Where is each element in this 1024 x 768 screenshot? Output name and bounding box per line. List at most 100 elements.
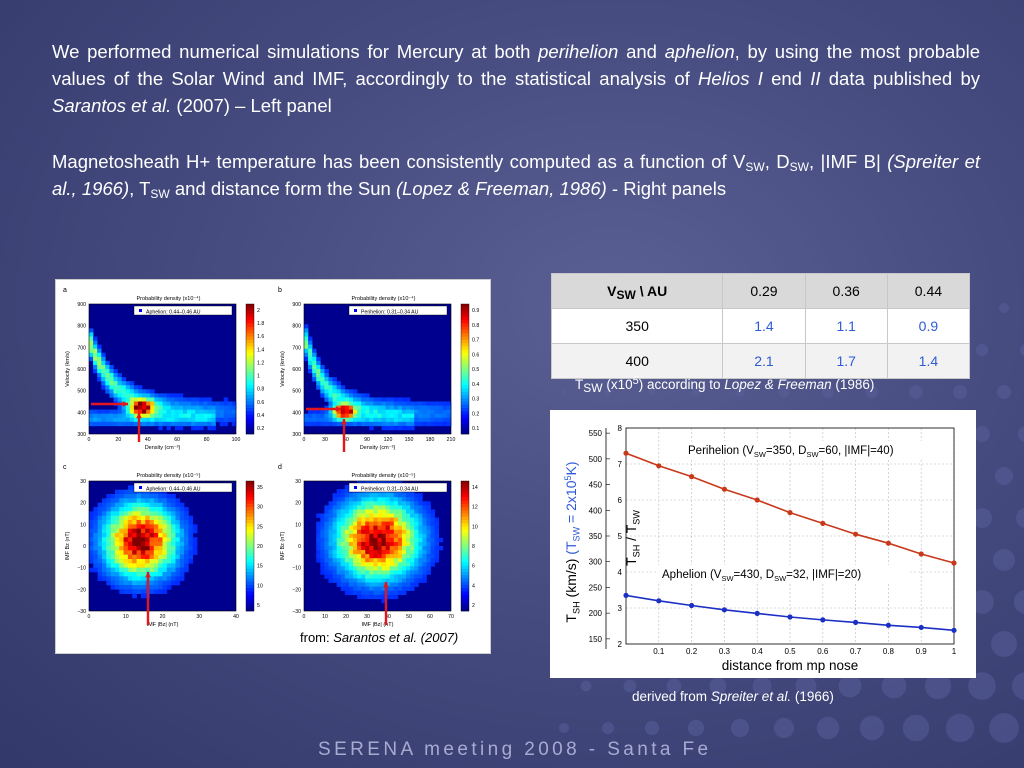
heatmap-cell xyxy=(101,352,106,358)
heatmap-cell xyxy=(106,546,111,551)
heatmap-cell xyxy=(117,421,122,427)
heatmap-cell xyxy=(377,517,382,522)
heatmap-cell xyxy=(389,590,395,596)
heatmap-cell xyxy=(154,417,159,423)
heatmap-cell xyxy=(154,409,159,414)
colorbar-step xyxy=(461,317,469,321)
heatmap-cell xyxy=(136,524,142,529)
heatmap-cell xyxy=(385,541,391,547)
heatmap-cell xyxy=(142,413,147,419)
heatmap-cell xyxy=(136,585,142,590)
heatmap-cell xyxy=(377,550,382,555)
heatmap-cell xyxy=(150,417,155,423)
heatmap-cell xyxy=(373,594,378,600)
heatmap-cell xyxy=(324,509,329,514)
heatmap-cell xyxy=(106,580,111,586)
heatmap-cell xyxy=(324,570,329,575)
colorbar-step xyxy=(246,481,254,485)
heatmap-cell xyxy=(171,576,176,581)
heatmap-cell xyxy=(184,528,189,534)
heatmap-frame xyxy=(303,480,452,612)
heatmap-cell xyxy=(179,546,185,551)
left-y-tick-label: 300 xyxy=(589,558,603,567)
heatmap-cell xyxy=(114,533,120,538)
heatmap-cell xyxy=(369,541,374,547)
heatmap-cell xyxy=(385,533,391,539)
heatmap-cell xyxy=(336,578,342,583)
heatmap-cell xyxy=(365,558,370,563)
heatmap-cell xyxy=(140,567,146,573)
heatmap-cell xyxy=(110,520,116,525)
heatmap-cell xyxy=(328,550,333,555)
colorbar-tick-label: 12 xyxy=(472,505,478,511)
heatmap-cell xyxy=(119,528,124,534)
heatmap-cell xyxy=(438,405,444,410)
heatmap-cell xyxy=(162,515,168,521)
heatmap-cell xyxy=(381,529,386,535)
heatmap-cell xyxy=(184,537,189,542)
heatmap-cell xyxy=(166,502,172,508)
heatmap-cell xyxy=(365,497,370,502)
heatmap-cell xyxy=(430,421,435,427)
heatmap-cell xyxy=(171,520,176,525)
heatmap-cell xyxy=(393,497,399,502)
colorbar-step xyxy=(461,424,469,428)
heatmap-cell xyxy=(332,417,337,423)
heatmap-cell xyxy=(110,494,116,499)
background-dot xyxy=(773,717,795,739)
right-y-tick-label: 4 xyxy=(618,568,623,577)
heatmap-cell xyxy=(215,417,220,423)
heatmap-cell xyxy=(361,421,366,427)
heatmap-cell xyxy=(328,401,333,406)
heatmap-cell xyxy=(328,570,333,575)
y-tick-label: −30 xyxy=(292,609,301,615)
heatmap-cell xyxy=(422,409,427,414)
heatmap-cell xyxy=(171,559,176,564)
figure-credit: from: Sarantos et al. (2007) xyxy=(300,630,459,645)
heatmap-cell xyxy=(211,425,216,431)
y-tick-label: 800 xyxy=(77,324,86,330)
heatmap-cell xyxy=(127,559,133,564)
heatmap-cell xyxy=(365,397,370,402)
x-tick-label: 120 xyxy=(384,437,393,443)
heatmap-cell xyxy=(203,397,208,402)
heatmap-cell xyxy=(385,574,391,579)
heatmap-cell xyxy=(132,585,137,590)
colorbar-tick-label: 0.6 xyxy=(257,400,264,406)
heatmap-cell xyxy=(348,578,354,583)
colorbar-step xyxy=(461,484,469,488)
x-axis-label: IMF |Bz| (nT) xyxy=(147,622,179,628)
heatmap-cell xyxy=(97,507,103,512)
heatmap-cell xyxy=(393,513,399,518)
background-dot xyxy=(1015,508,1024,528)
heatmap-cell xyxy=(348,401,354,406)
heatmap-cell xyxy=(410,513,415,518)
heatmap-cell xyxy=(418,566,423,571)
heatmap-cell xyxy=(336,537,342,543)
heatmap-cell xyxy=(231,421,237,427)
heatmap-cell xyxy=(369,417,374,423)
heatmap-cell xyxy=(97,369,102,374)
colorbar-step xyxy=(246,369,254,373)
heatmap-cell xyxy=(101,541,107,547)
heatmap-cell xyxy=(369,550,374,555)
background-dot xyxy=(865,385,879,399)
heatmap-cell xyxy=(129,385,135,390)
heatmap-cell xyxy=(406,517,411,522)
colorbar-step xyxy=(246,310,254,315)
heatmap-cell xyxy=(373,413,378,419)
heatmap-cell xyxy=(129,401,135,406)
heatmap-cell xyxy=(93,567,98,573)
heatmap-cell xyxy=(199,405,204,410)
heatmap-cell xyxy=(114,567,120,573)
heatmap-cell xyxy=(123,537,129,542)
heatmap-cell xyxy=(145,515,150,521)
heatmap-cell xyxy=(377,421,382,427)
heatmap-cell xyxy=(353,533,358,539)
heatmap-cell xyxy=(158,537,163,542)
heatmap-cell xyxy=(138,405,143,410)
heatmap-cell xyxy=(377,497,382,502)
heatmap-cell xyxy=(357,586,362,591)
heatmap-cell xyxy=(149,507,155,512)
heatmap-cell xyxy=(158,511,163,516)
